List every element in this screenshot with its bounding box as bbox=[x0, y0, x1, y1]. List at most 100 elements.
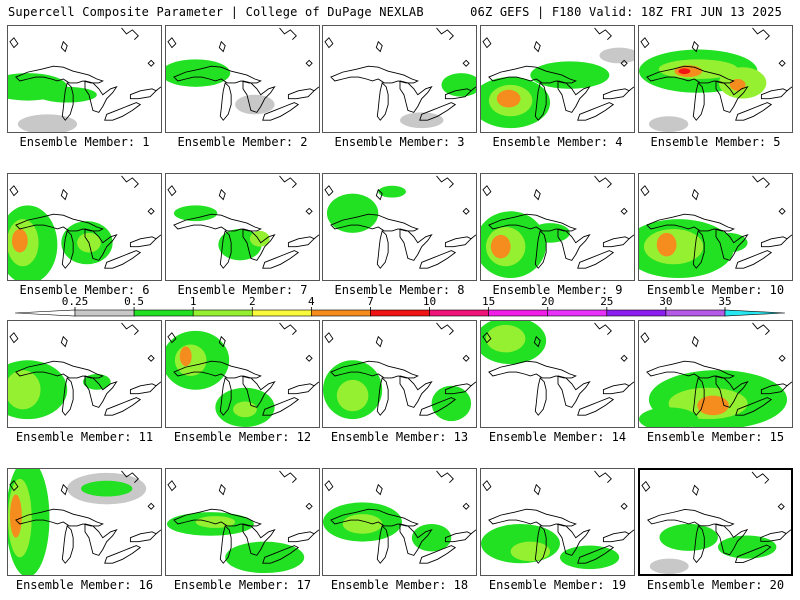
lake-outline bbox=[444, 531, 472, 543]
lake-outline bbox=[147, 354, 155, 362]
colorbar-swatch bbox=[133, 309, 194, 317]
lake-outline bbox=[330, 213, 419, 232]
lake-outline bbox=[287, 236, 315, 248]
ensemble-member-19-map[interactable] bbox=[480, 468, 635, 576]
coastline bbox=[324, 175, 476, 269]
lake-outline bbox=[262, 250, 300, 269]
ensemble-member-label: Ensemble Member: 5 bbox=[650, 135, 781, 149]
ensemble-member-13-map[interactable] bbox=[322, 320, 477, 428]
ensemble-member-6-map[interactable] bbox=[7, 173, 162, 281]
lake-outline bbox=[173, 65, 262, 84]
ensemble-member-1-map[interactable] bbox=[7, 25, 162, 133]
lake-outline bbox=[786, 86, 792, 92]
lake-outline bbox=[15, 360, 104, 379]
coastline bbox=[641, 471, 791, 564]
lake-outline bbox=[242, 228, 276, 261]
lake-outline bbox=[752, 27, 770, 41]
ensemble-member-16-map[interactable] bbox=[7, 468, 162, 576]
lake-outline bbox=[470, 529, 476, 535]
scp-contour bbox=[233, 401, 257, 418]
scp-shading bbox=[639, 370, 788, 427]
lake-outline bbox=[60, 483, 68, 496]
ensemble-member-label: Ensemble Member: 2 bbox=[177, 135, 308, 149]
ensemble-member-label: Ensemble Member: 1 bbox=[19, 135, 150, 149]
lake-outline bbox=[330, 360, 419, 379]
lake-outline bbox=[15, 65, 104, 84]
colorbar-swatch bbox=[370, 309, 430, 317]
lake-outline bbox=[324, 332, 334, 344]
lake-outline bbox=[219, 525, 232, 564]
scp-contour bbox=[717, 535, 777, 559]
lake-outline bbox=[436, 175, 454, 189]
colorbar-swatch bbox=[74, 309, 135, 317]
lake-outline bbox=[760, 531, 787, 542]
ensemble-member-20-map[interactable] bbox=[638, 468, 793, 576]
scp-contour bbox=[441, 73, 476, 97]
lake-outline bbox=[242, 375, 276, 408]
lake-outline bbox=[121, 322, 139, 336]
ensemble-member-18-map[interactable] bbox=[322, 468, 477, 576]
lake-outline bbox=[646, 213, 735, 232]
scp-contour bbox=[530, 61, 610, 89]
scp-shading bbox=[399, 73, 476, 129]
lake-outline bbox=[482, 480, 492, 492]
lake-outline bbox=[488, 65, 577, 84]
colorbar-swatch bbox=[251, 309, 312, 317]
lake-outline bbox=[628, 381, 634, 387]
colorbar-tick-label: 15 bbox=[482, 295, 495, 308]
scp-shading bbox=[326, 185, 406, 233]
scp-contour bbox=[530, 223, 570, 243]
ensemble-member-label: Ensemble Member: 16 bbox=[15, 578, 154, 592]
ensemble-member-8-map[interactable] bbox=[322, 173, 477, 281]
ensemble-member-4-map[interactable] bbox=[480, 25, 635, 133]
lake-outline bbox=[778, 207, 786, 215]
lake-outline bbox=[242, 80, 276, 113]
lake-outline bbox=[104, 102, 142, 121]
lake-outline bbox=[640, 185, 650, 197]
lake-outline bbox=[305, 207, 313, 215]
lake-outline bbox=[9, 480, 19, 492]
lake-outline bbox=[715, 80, 749, 113]
scp-shading bbox=[323, 360, 472, 422]
coastline bbox=[167, 175, 319, 269]
lake-outline bbox=[399, 523, 433, 556]
lake-outline bbox=[760, 88, 788, 100]
ensemble-member-9-map[interactable] bbox=[480, 173, 635, 281]
colorbar-tick-label: 0.5 bbox=[124, 295, 144, 308]
lake-outline bbox=[785, 529, 791, 534]
lake-outline bbox=[376, 230, 389, 269]
ensemble-member-2-map[interactable] bbox=[165, 25, 320, 133]
ensemble-member-5-map[interactable] bbox=[638, 25, 793, 133]
lake-outline bbox=[534, 525, 547, 564]
lake-outline bbox=[313, 381, 319, 387]
lake-outline bbox=[620, 207, 628, 215]
lake-outline bbox=[419, 397, 457, 416]
coastline bbox=[482, 175, 634, 269]
lake-outline bbox=[692, 82, 705, 121]
scp-shading bbox=[8, 73, 97, 132]
ensemble-member-14-map[interactable] bbox=[480, 320, 635, 428]
lake-outline bbox=[399, 228, 433, 261]
scp-contour bbox=[179, 346, 192, 367]
lake-outline bbox=[399, 80, 433, 113]
ensemble-member-15-map[interactable] bbox=[638, 320, 793, 428]
lake-outline bbox=[167, 480, 177, 492]
ensemble-member-11-map[interactable] bbox=[7, 320, 162, 428]
ensemble-member-7-map[interactable] bbox=[165, 173, 320, 281]
lake-outline bbox=[242, 523, 276, 556]
lake-outline bbox=[786, 381, 792, 387]
colorbar-tick-label: 7 bbox=[367, 295, 374, 308]
lake-outline bbox=[534, 230, 547, 269]
lake-outline bbox=[60, 335, 68, 348]
ensemble-member-label: Ensemble Member: 12 bbox=[173, 430, 312, 444]
ensemble-member-3-map[interactable] bbox=[322, 25, 477, 133]
lake-outline bbox=[173, 508, 262, 527]
ensemble-member-12-map[interactable] bbox=[165, 320, 320, 428]
lake-outline bbox=[104, 250, 142, 269]
colorbar-arrow-low bbox=[14, 309, 76, 317]
lake-outline bbox=[647, 509, 735, 527]
ensemble-member-10-map[interactable] bbox=[638, 173, 793, 281]
scp-contour bbox=[639, 407, 699, 427]
coastline bbox=[482, 470, 634, 564]
ensemble-member-17-map[interactable] bbox=[165, 468, 320, 576]
